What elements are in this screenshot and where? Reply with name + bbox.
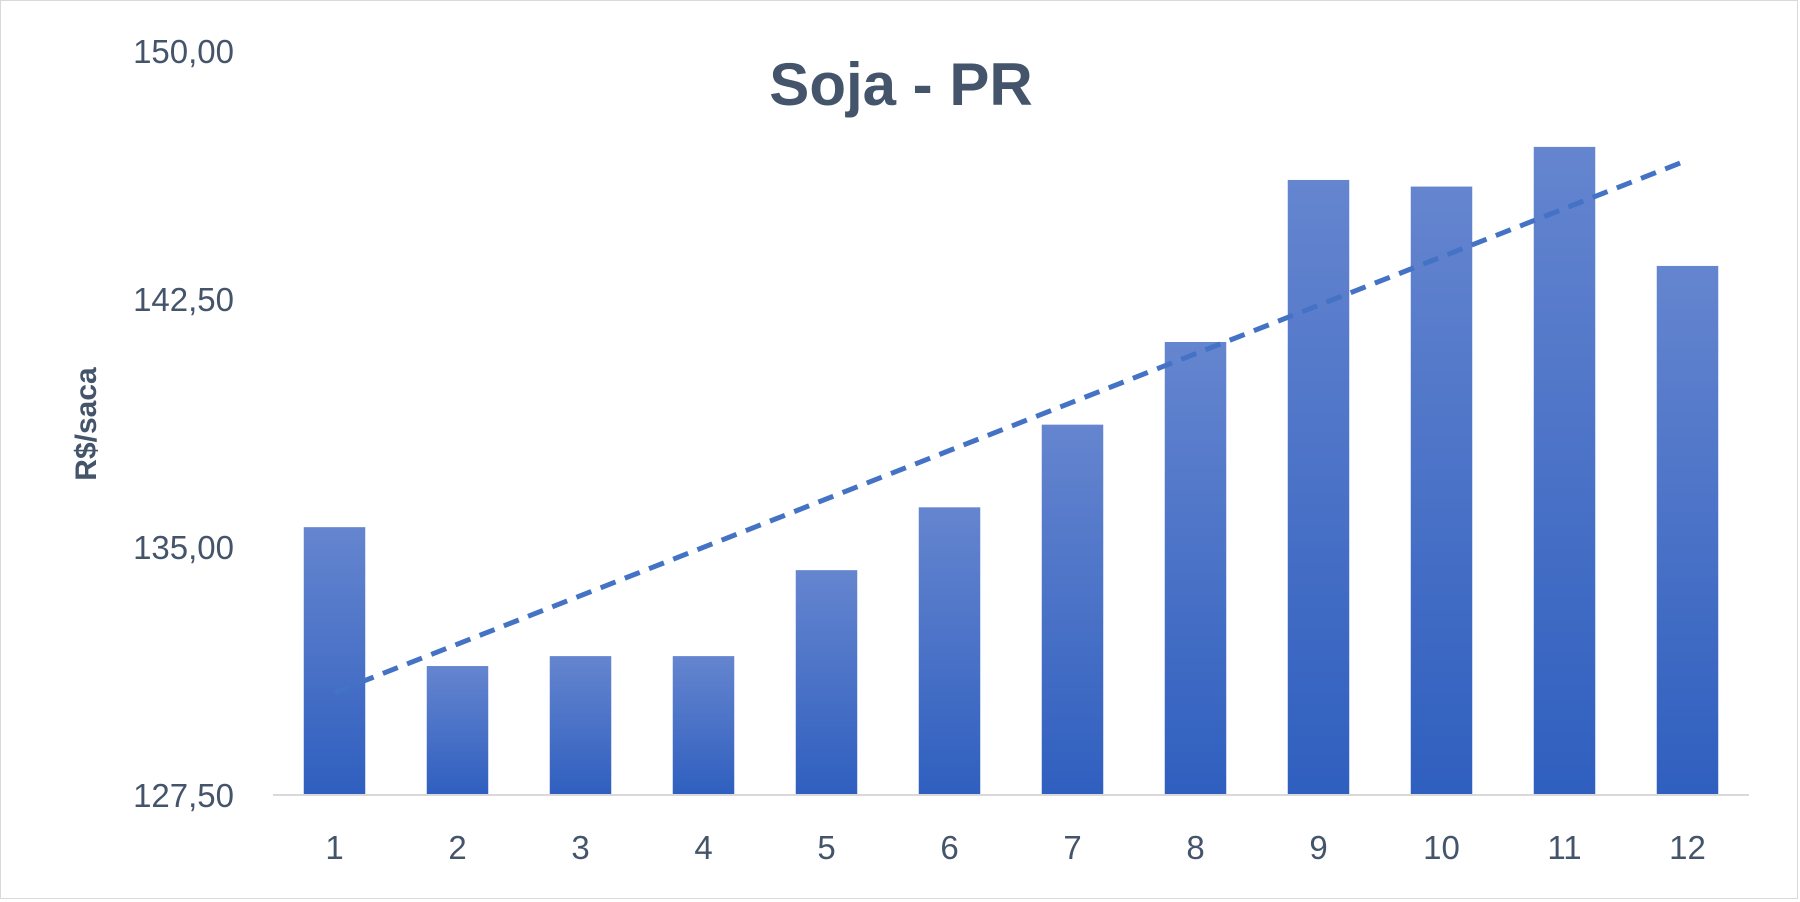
bar [1410,186,1473,795]
y-axis-label: R$/saca [70,367,103,481]
x-tick-label: 10 [1423,829,1460,866]
y-tick-label: 127,50 [133,777,234,814]
x-tick-label: 12 [1669,829,1706,866]
bar [549,656,612,795]
bar [1164,341,1227,795]
x-tick-label: 2 [448,829,466,866]
x-tick-label: 3 [571,829,589,866]
x-tick-label: 8 [1186,829,1204,866]
x-tick-label: 5 [817,829,835,866]
y-tick-label: 135,00 [133,529,234,566]
x-tick-label: 9 [1309,829,1327,866]
y-tick-label: 142,50 [133,281,234,318]
y-tick-label: 150,00 [133,33,234,70]
chart-title: Soja - PR [769,51,1032,118]
x-tick-label: 4 [694,829,712,866]
bar [1656,265,1719,795]
bar [918,507,981,795]
trendline [333,157,1689,695]
bar [795,570,858,795]
bar [1287,179,1350,795]
x-tick-label: 11 [1547,829,1581,866]
bars [303,146,1719,796]
bar [1041,424,1104,795]
x-tick-label: 6 [940,829,958,866]
x-tick-label: 7 [1063,829,1081,866]
y-axis-ticks: 127,50 135,00 142,50 150,00 [133,33,234,814]
bar [426,666,489,795]
bar [672,656,735,795]
bar [303,527,366,795]
x-tick-label: 1 [325,829,343,866]
x-axis-ticks: 1 2 3 4 5 6 7 8 9 10 11 12 [325,829,1706,866]
bar [1533,146,1596,796]
